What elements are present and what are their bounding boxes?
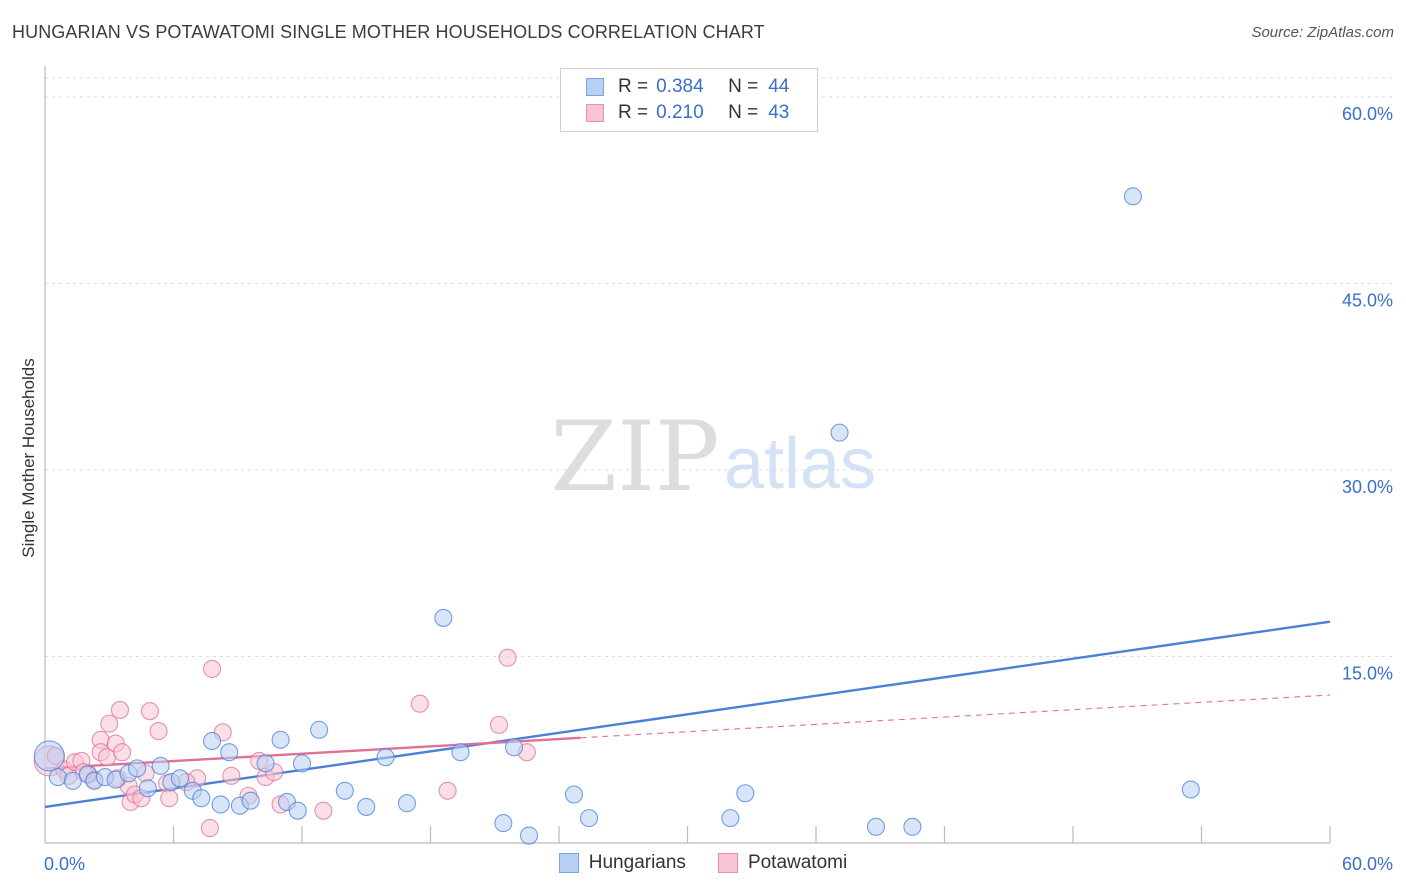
trend-line-dashed-potawatomi	[580, 694, 1331, 739]
watermark-atlas: atlas	[724, 424, 876, 504]
y-tick-label: 30.0%	[1342, 477, 1393, 497]
stats-row-hungarians: R = 0.384 N = 44	[586, 74, 789, 100]
legend-item-hungarians[interactable]: Hungarians	[558, 852, 686, 874]
data-point-potawatomi	[110, 700, 130, 719]
potawatomi-swatch	[586, 104, 604, 122]
data-point-hungarians	[256, 754, 275, 773]
data-point-potawatomi	[200, 819, 219, 838]
x-tick-label: 0.0%	[44, 854, 85, 874]
data-point-hungarians	[376, 748, 395, 767]
data-point-hungarians	[357, 797, 376, 816]
data-point-hungarians	[48, 768, 67, 787]
data-point-hungarians	[504, 738, 524, 757]
data-point-hungarians	[335, 781, 354, 800]
data-point-hungarians	[866, 817, 886, 836]
legend: Hungarians Potawatomi	[0, 852, 1406, 874]
data-point-hungarians	[451, 743, 470, 762]
data-point-hungarians	[310, 720, 329, 739]
y-tick-label: 60.0%	[1342, 104, 1393, 124]
data-point-hungarians	[292, 754, 312, 773]
x-tick-label: 60.0%	[1342, 854, 1393, 874]
data-point-hungarians	[564, 785, 584, 804]
legend-label-potawatomi: Potawatomi	[747, 852, 848, 873]
legend-label-hungarians: Hungarians	[588, 852, 686, 873]
data-point-hungarians	[170, 769, 189, 788]
data-point-hungarians	[241, 791, 260, 810]
data-point-potawatomi	[314, 801, 333, 820]
data-point-hungarians	[519, 826, 539, 845]
data-point-potawatomi	[410, 694, 429, 713]
data-point-potawatomi	[438, 781, 457, 800]
data-point-hungarians	[1181, 780, 1200, 799]
n-value: 43	[768, 102, 790, 123]
data-point-potawatomi	[498, 648, 517, 667]
data-point-hungarians	[397, 794, 416, 813]
data-point-hungarians	[434, 608, 453, 627]
data-point-potawatomi	[203, 659, 222, 678]
source-label: Source: ZipAtlas.com	[1251, 24, 1394, 41]
data-point-hungarians	[1123, 187, 1143, 206]
data-point-hungarians	[192, 789, 211, 808]
data-point-potawatomi	[149, 722, 168, 741]
data-point-hungarians	[579, 809, 599, 828]
data-point-hungarians	[203, 731, 222, 751]
stats-box: R = 0.384 N = 44 R = 0.210 N = 43	[560, 68, 818, 132]
n-label: N =	[728, 102, 759, 123]
data-point-hungarians	[151, 756, 170, 775]
data-point-hungarians	[494, 814, 513, 833]
r-label: R =	[618, 102, 649, 123]
n-value: 44	[768, 76, 790, 97]
hungarians-swatch	[586, 78, 604, 96]
data-point-potawatomi	[113, 743, 132, 762]
r-value: 0.210	[656, 102, 704, 123]
potawatomi-legend-swatch	[717, 853, 738, 873]
legend-item-potawatomi[interactable]: Potawatomi	[717, 852, 848, 874]
r-value: 0.384	[656, 76, 704, 97]
r-label: R =	[618, 76, 649, 97]
stats-row-potawatomi: R = 0.210 N = 43	[586, 100, 789, 126]
data-point-potawatomi	[489, 715, 509, 734]
data-point-potawatomi	[160, 789, 179, 808]
data-point-potawatomi	[100, 714, 119, 733]
data-point-hungarians	[220, 743, 239, 762]
y-tick-label: 45.0%	[1342, 290, 1393, 310]
watermark-zip: ZIP	[550, 401, 719, 513]
data-point-hungarians	[138, 779, 157, 798]
data-point-hungarians	[271, 730, 290, 749]
data-point-hungarians	[903, 817, 922, 836]
data-point-potawatomi	[222, 766, 241, 785]
hungarians-legend-swatch	[558, 853, 579, 873]
data-point-hungarians	[211, 795, 230, 814]
y-tick-label: 15.0%	[1342, 663, 1393, 683]
chart-title: HUNGARIAN VS POTAWATOMI SINGLE MOTHER HO…	[12, 22, 765, 42]
data-point-hungarians	[288, 801, 307, 820]
data-point-hungarians	[830, 423, 849, 442]
data-point-hungarians	[721, 809, 740, 828]
n-label: N =	[728, 76, 759, 97]
data-point-potawatomi	[140, 702, 159, 721]
data-point-hungarians	[736, 784, 755, 803]
data-point-hungarians	[128, 759, 147, 778]
data-point-hungarians	[33, 740, 65, 772]
